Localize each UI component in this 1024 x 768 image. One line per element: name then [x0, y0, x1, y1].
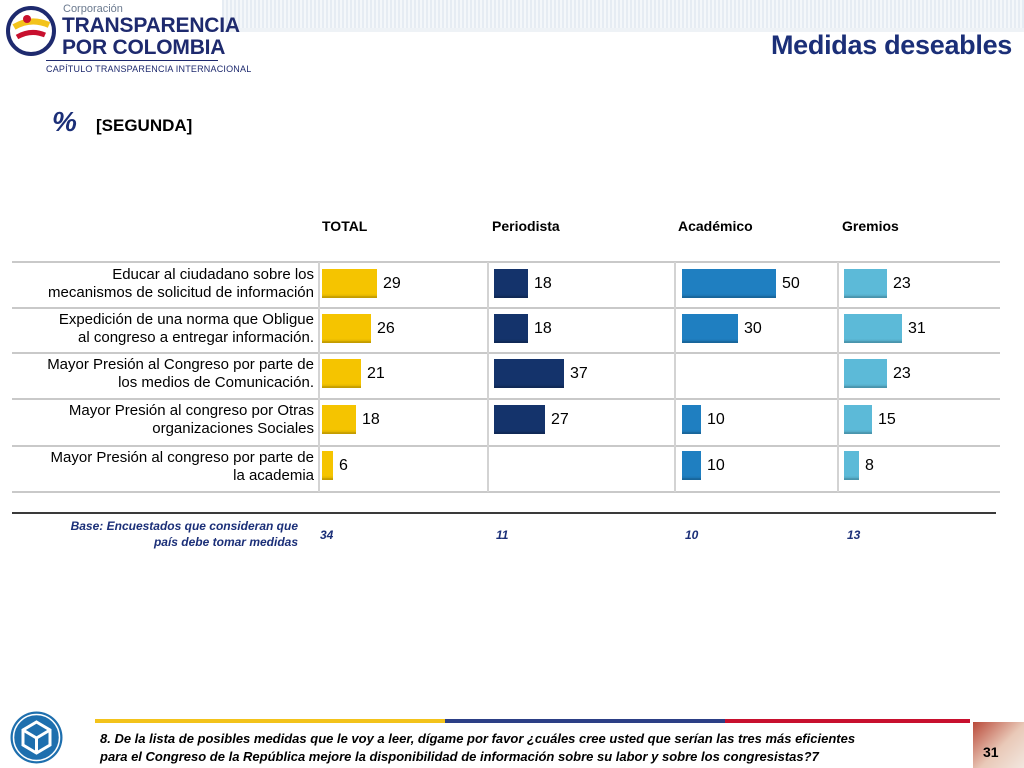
base-label-line: Base: Encuestados que consideran que: [70, 519, 298, 533]
column-header-periodista: Periodista: [492, 218, 560, 234]
page-title: Medidas deseables: [770, 30, 1012, 60]
bar-value-label: 31: [908, 320, 926, 337]
bar-gremios-row-3: [844, 359, 887, 388]
bar-value-label: 21: [367, 365, 385, 382]
transparencia-logo-icon: [6, 6, 56, 56]
row-label-line: Mayor Presión al congreso por Otras: [68, 402, 314, 419]
table-column-line: [837, 262, 839, 492]
bar-total-row-2: [322, 314, 371, 343]
percent-symbol: %: [52, 106, 77, 137]
column-header-gremios: Gremios: [842, 218, 899, 234]
row-label: Mayor Presión al Congreso por parte de l…: [4, 356, 314, 392]
table-row-line: [12, 352, 1000, 354]
bar-value-label: 15: [878, 411, 896, 428]
row-label: Mayor Presión al congreso por Otras orga…: [4, 402, 314, 438]
row-label-line: mecanismos de solicitud de información: [48, 284, 314, 301]
logo-line-1: TRANSPARENCIA: [62, 14, 240, 37]
logo-subtitle: CAPÍTULO TRANSPARENCIA INTERNACIONAL: [46, 64, 252, 74]
base-value-gremios: 13: [847, 528, 861, 542]
logo-line-2: POR COLOMBIA: [62, 36, 226, 59]
table-row-line: [12, 261, 1000, 263]
table-row-line: [12, 398, 1000, 400]
bar-value-label: 8: [865, 457, 874, 474]
footer-question-line: 8. De la lista de posibles medidas que l…: [100, 731, 856, 746]
bar-value-label: 18: [534, 320, 552, 337]
bar-acadmico-row-2: [682, 314, 738, 343]
table-column-line: [674, 262, 676, 492]
bar-value-label: 26: [377, 320, 395, 337]
bar-gremios-row-1: [844, 269, 887, 298]
bar-periodista-row-2: [494, 314, 528, 343]
footer-cube-logo-icon: [10, 711, 63, 764]
bar-total-row-5: [322, 451, 333, 480]
bar-value-label: 50: [782, 275, 800, 292]
table-row-line: [12, 445, 1000, 447]
row-label-line: Mayor Presión al congreso por parte de: [50, 449, 314, 466]
bar-periodista-row-4: [494, 405, 545, 434]
row-label-line: Expedición de una norma que Obligue: [58, 311, 314, 328]
bar-acadmico-row-1: [682, 269, 776, 298]
bar-value-label: 18: [362, 411, 380, 428]
table-column-line: [318, 262, 320, 492]
bar-value-label: 18: [534, 275, 552, 292]
bar-periodista-row-1: [494, 269, 528, 298]
base-value-total: 34: [320, 528, 334, 542]
page-number: 31: [983, 744, 999, 760]
bar-value-label: 10: [707, 411, 725, 428]
bar-periodista-row-3: [494, 359, 564, 388]
row-label-line: la academia: [233, 467, 314, 484]
base-value-academico: 10: [685, 528, 699, 542]
header-strip: [222, 0, 1024, 28]
table-column-line: [487, 262, 489, 492]
bar-acadmico-row-5: [682, 451, 701, 480]
row-label-line: organizaciones Sociales: [152, 420, 314, 437]
bar-value-label: 27: [551, 411, 569, 428]
base-value-periodista: 11: [496, 528, 509, 542]
logo-divider: [46, 60, 218, 61]
footer-question: 8. De la lista de posibles medidas que l…: [100, 730, 940, 766]
bar-gremios-row-2: [844, 314, 902, 343]
bar-value-label: 37: [570, 365, 588, 382]
column-header-total: TOTAL: [322, 218, 368, 234]
base-divider: [12, 512, 996, 514]
row-label: Mayor Presión al congreso por parte de l…: [4, 449, 314, 485]
base-label: Base: Encuestados que consideran que paí…: [20, 518, 298, 550]
bar-total-row-1: [322, 269, 377, 298]
row-label-line: Educar al ciudadano sobre los: [112, 266, 314, 283]
base-label-line: país debe tomar medidas: [153, 535, 298, 549]
bar-gremios-row-4: [844, 405, 872, 434]
bar-acadmico-row-4: [682, 405, 701, 434]
logo-corporacion: Corporación: [63, 3, 123, 15]
row-label: Expedición de una norma que Obligue al c…: [4, 311, 314, 347]
subtitle-label: [SEGUNDA]: [96, 116, 193, 135]
footer-question-line: para el Congreso de la República mejore …: [100, 749, 819, 764]
table-row-line: [12, 491, 1000, 493]
bar-total-row-4: [322, 405, 356, 434]
row-label-line: al congreso a entregar información.: [78, 329, 314, 346]
bar-value-label: 30: [744, 320, 762, 337]
column-header-academico: Académico: [678, 218, 753, 234]
bar-value-label: 29: [383, 275, 401, 292]
row-label: Educar al ciudadano sobre los mecanismos…: [4, 266, 314, 302]
bar-total-row-3: [322, 359, 361, 388]
bar-value-label: 23: [893, 365, 911, 382]
row-label-line: Mayor Presión al Congreso por parte de: [47, 356, 314, 373]
footer-photo: [973, 722, 1024, 768]
bar-value-label: 23: [893, 275, 911, 292]
table-row-line: [12, 307, 1000, 309]
bar-value-label: 10: [707, 457, 725, 474]
bar-value-label: 6: [339, 457, 348, 474]
footer-color-bar: [95, 719, 970, 723]
header-strip-shadow: [222, 28, 1024, 32]
bar-gremios-row-5: [844, 451, 859, 480]
row-label-line: los medios de Comunicación.: [118, 374, 314, 391]
